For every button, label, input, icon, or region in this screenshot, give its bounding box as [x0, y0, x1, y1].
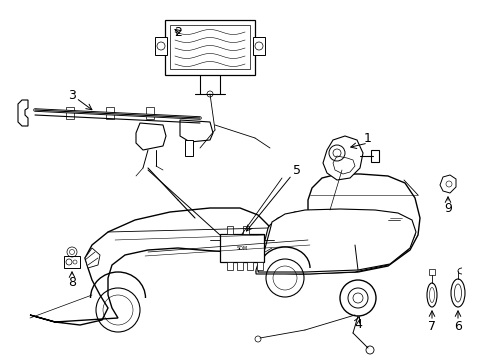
Bar	[66, 107, 74, 119]
Text: 3: 3	[68, 89, 76, 102]
Bar	[146, 107, 154, 119]
Text: 4: 4	[353, 319, 361, 332]
Bar	[64, 256, 80, 268]
Ellipse shape	[450, 279, 464, 307]
Text: 8: 8	[68, 275, 76, 288]
Polygon shape	[256, 210, 414, 274]
Polygon shape	[136, 123, 165, 150]
Polygon shape	[323, 136, 362, 180]
Polygon shape	[258, 209, 415, 272]
Text: 2: 2	[174, 26, 182, 39]
Bar	[257, 262, 263, 270]
Polygon shape	[30, 174, 419, 325]
Text: SDM: SDM	[236, 246, 247, 251]
Bar	[226, 226, 232, 234]
Bar	[370, 150, 378, 162]
Ellipse shape	[426, 283, 436, 307]
Bar	[164, 20, 254, 75]
Polygon shape	[439, 175, 455, 193]
Polygon shape	[18, 100, 28, 126]
Bar	[252, 37, 264, 55]
Text: 9: 9	[443, 202, 451, 215]
Polygon shape	[184, 140, 193, 156]
Bar	[246, 262, 252, 270]
Text: 5: 5	[292, 163, 301, 176]
Bar	[155, 37, 167, 55]
Polygon shape	[180, 120, 213, 142]
Text: 1: 1	[364, 131, 371, 144]
Bar	[243, 226, 248, 234]
Bar	[106, 107, 114, 119]
Polygon shape	[85, 248, 100, 268]
Text: 7: 7	[427, 320, 435, 333]
Bar	[428, 269, 434, 275]
Bar	[237, 262, 243, 270]
Bar	[220, 234, 264, 262]
Text: 6: 6	[453, 320, 461, 333]
Bar	[226, 262, 232, 270]
Bar	[170, 25, 249, 69]
